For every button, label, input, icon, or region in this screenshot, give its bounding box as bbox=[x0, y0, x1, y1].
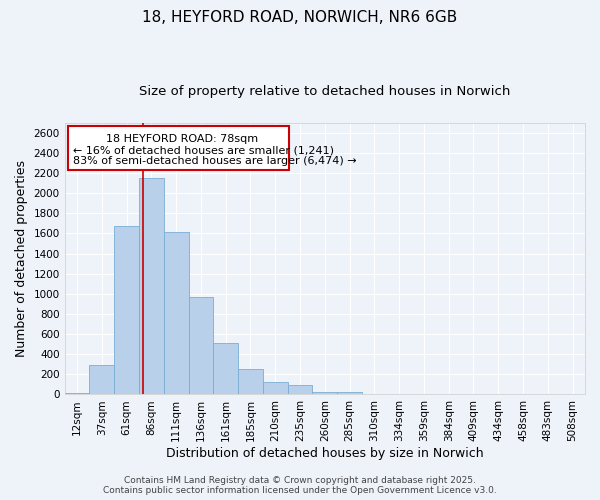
Bar bbox=[114, 226, 139, 394]
Text: Contains HM Land Registry data © Crown copyright and database right 2025.
Contai: Contains HM Land Registry data © Crown c… bbox=[103, 476, 497, 495]
Bar bbox=[214, 342, 238, 394]
Bar bbox=[188, 297, 214, 394]
Bar bbox=[65, 392, 89, 394]
Bar bbox=[287, 385, 313, 394]
Bar bbox=[68, 126, 289, 170]
Text: 83% of semi-detached houses are larger (6,474) →: 83% of semi-detached houses are larger (… bbox=[73, 156, 357, 166]
Bar bbox=[238, 370, 263, 394]
Bar bbox=[263, 382, 287, 394]
Bar bbox=[337, 392, 362, 394]
Bar bbox=[89, 365, 114, 394]
X-axis label: Distribution of detached houses by size in Norwich: Distribution of detached houses by size … bbox=[166, 447, 484, 460]
Bar bbox=[139, 178, 164, 394]
Title: Size of property relative to detached houses in Norwich: Size of property relative to detached ho… bbox=[139, 85, 511, 98]
Text: 18 HEYFORD ROAD: 78sqm: 18 HEYFORD ROAD: 78sqm bbox=[106, 134, 259, 144]
Bar bbox=[164, 232, 188, 394]
Y-axis label: Number of detached properties: Number of detached properties bbox=[15, 160, 28, 357]
Bar bbox=[313, 392, 337, 394]
Text: 18, HEYFORD ROAD, NORWICH, NR6 6GB: 18, HEYFORD ROAD, NORWICH, NR6 6GB bbox=[142, 10, 458, 25]
Text: ← 16% of detached houses are smaller (1,241): ← 16% of detached houses are smaller (1,… bbox=[73, 146, 334, 156]
